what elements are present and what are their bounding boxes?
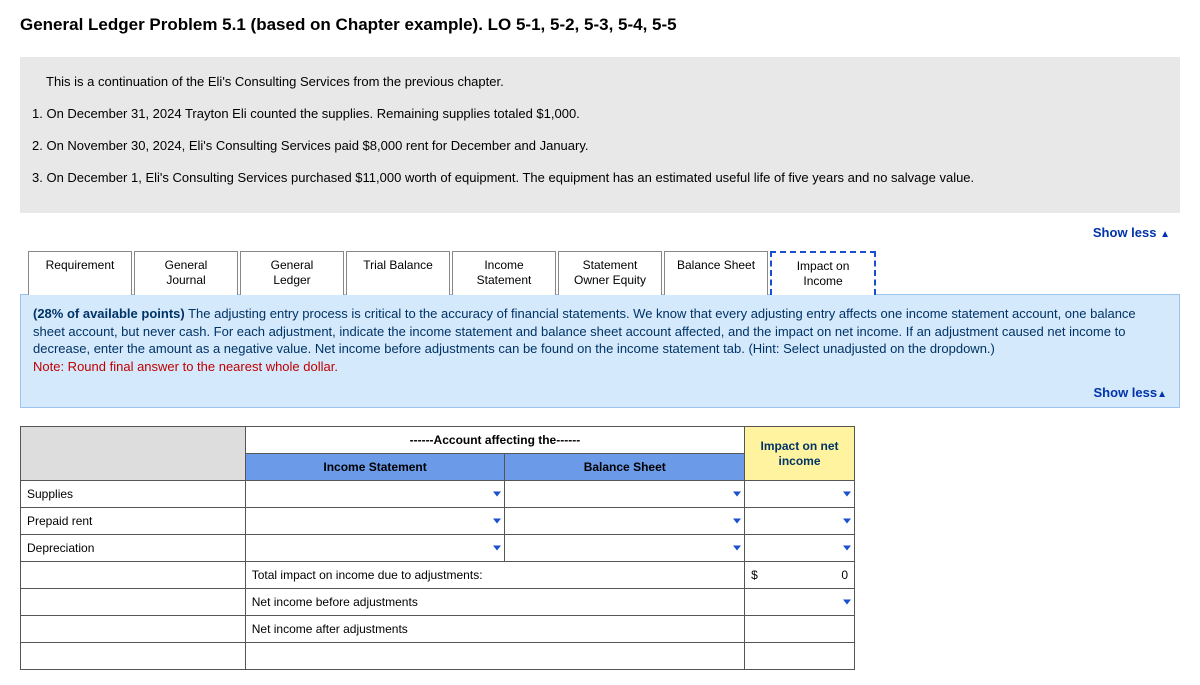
tab-label: General xyxy=(271,258,314,272)
dropdown-bs[interactable] xyxy=(505,481,745,508)
tab-label: Requirement xyxy=(46,258,115,272)
tab-trial-balance[interactable]: Trial Balance xyxy=(346,251,450,295)
tab-label: Ledger xyxy=(273,273,310,287)
tab-label: Income xyxy=(484,258,523,272)
rounding-note: Note: Round final answer to the nearest … xyxy=(33,359,338,374)
dropdown-is[interactable] xyxy=(245,481,505,508)
show-less-link-top[interactable]: Show less ▲ xyxy=(1093,225,1170,240)
tab-general-journal[interactable]: GeneralJournal xyxy=(134,251,238,295)
problem-line-1: 1. On December 31, 2024 Trayton Eli coun… xyxy=(32,103,1168,125)
problem-intro: This is a continuation of the Eli's Cons… xyxy=(32,71,1168,93)
net-income-before-label: Net income before adjustments xyxy=(245,589,744,616)
net-income-after-value xyxy=(745,616,855,643)
impact-table: ------Account affecting the------ Impact… xyxy=(20,426,855,670)
row-label: Prepaid rent xyxy=(21,508,246,535)
tab-income-statement[interactable]: IncomeStatement xyxy=(452,251,556,295)
blank xyxy=(21,562,246,589)
header-text: Impact on net xyxy=(761,439,839,453)
tab-label: Income xyxy=(803,274,842,288)
problem-line-2: 2. On November 30, 2024, Eli's Consultin… xyxy=(32,135,1168,157)
tab-requirement[interactable]: Requirement xyxy=(28,251,132,295)
zero-value: 0 xyxy=(841,568,848,582)
row-net-income-before: Net income before adjustments xyxy=(21,589,855,616)
tab-label: Impact on xyxy=(797,259,850,273)
problem-statement: This is a continuation of the Eli's Cons… xyxy=(20,57,1180,213)
show-less-label: Show less xyxy=(1094,385,1158,400)
dropdown-is[interactable] xyxy=(245,535,505,562)
tab-statement-owner-equity[interactable]: StatementOwner Equity xyxy=(558,251,662,295)
dropdown-bs[interactable] xyxy=(505,508,745,535)
table-corner xyxy=(21,427,246,481)
tab-label: Statement xyxy=(477,273,532,287)
show-less-label: Show less xyxy=(1093,225,1157,240)
instruction-body: The adjusting entry process is critical … xyxy=(33,306,1136,356)
tab-label: Owner Equity xyxy=(574,273,646,287)
blank xyxy=(21,589,246,616)
tab-label: Trial Balance xyxy=(363,258,433,272)
row-prepaid-rent: Prepaid rent xyxy=(21,508,855,535)
input-impact[interactable] xyxy=(745,508,855,535)
row-supplies: Supplies xyxy=(21,481,855,508)
tab-balance-sheet[interactable]: Balance Sheet xyxy=(664,251,768,295)
show-less-link-panel[interactable]: Show less▲ xyxy=(33,376,1167,402)
row-label: Depreciation xyxy=(21,535,246,562)
tab-label: Journal xyxy=(166,273,205,287)
header-account-affecting: ------Account affecting the------ xyxy=(245,427,744,454)
blank xyxy=(21,643,246,670)
header-income-statement: Income Statement xyxy=(245,454,505,481)
net-income-after-label: Net income after adjustments xyxy=(245,616,744,643)
dropdown-bs[interactable] xyxy=(505,535,745,562)
tab-label: Statement xyxy=(583,258,638,272)
chevron-up-icon: ▲ xyxy=(1160,229,1170,240)
points-percent: (28% of available points) xyxy=(33,306,185,321)
page-title: General Ledger Problem 5.1 (based on Cha… xyxy=(20,15,1180,35)
tab-bar: Requirement GeneralJournal GeneralLedger… xyxy=(20,250,1180,294)
tab-general-ledger[interactable]: GeneralLedger xyxy=(240,251,344,295)
row-blank-bottom xyxy=(21,643,855,670)
input-impact[interactable] xyxy=(745,535,855,562)
blank xyxy=(745,643,855,670)
input-net-income-before[interactable] xyxy=(745,589,855,616)
tab-impact-on-income[interactable]: Impact onIncome xyxy=(770,251,876,295)
total-impact-label: Total impact on income due to adjustment… xyxy=(245,562,744,589)
dollar-sign: $ xyxy=(751,568,758,582)
tab-label: General xyxy=(165,258,208,272)
dropdown-is[interactable] xyxy=(245,508,505,535)
blank xyxy=(21,616,246,643)
row-net-income-after: Net income after adjustments xyxy=(21,616,855,643)
row-label: Supplies xyxy=(21,481,246,508)
total-impact-value: $0 xyxy=(745,562,855,589)
input-impact[interactable] xyxy=(745,481,855,508)
header-balance-sheet: Balance Sheet xyxy=(505,454,745,481)
row-total-impact: Total impact on income due to adjustment… xyxy=(21,562,855,589)
row-depreciation: Depreciation xyxy=(21,535,855,562)
header-impact-on-net-income: Impact on net income xyxy=(745,427,855,481)
problem-line-3: 3. On December 1, Eli's Consulting Servi… xyxy=(32,167,1168,189)
tab-label: Balance Sheet xyxy=(677,258,755,272)
chevron-up-icon: ▲ xyxy=(1157,389,1167,400)
instruction-panel: (28% of available points) The adjusting … xyxy=(20,294,1180,408)
blank xyxy=(245,643,744,670)
header-text: income xyxy=(779,454,821,468)
